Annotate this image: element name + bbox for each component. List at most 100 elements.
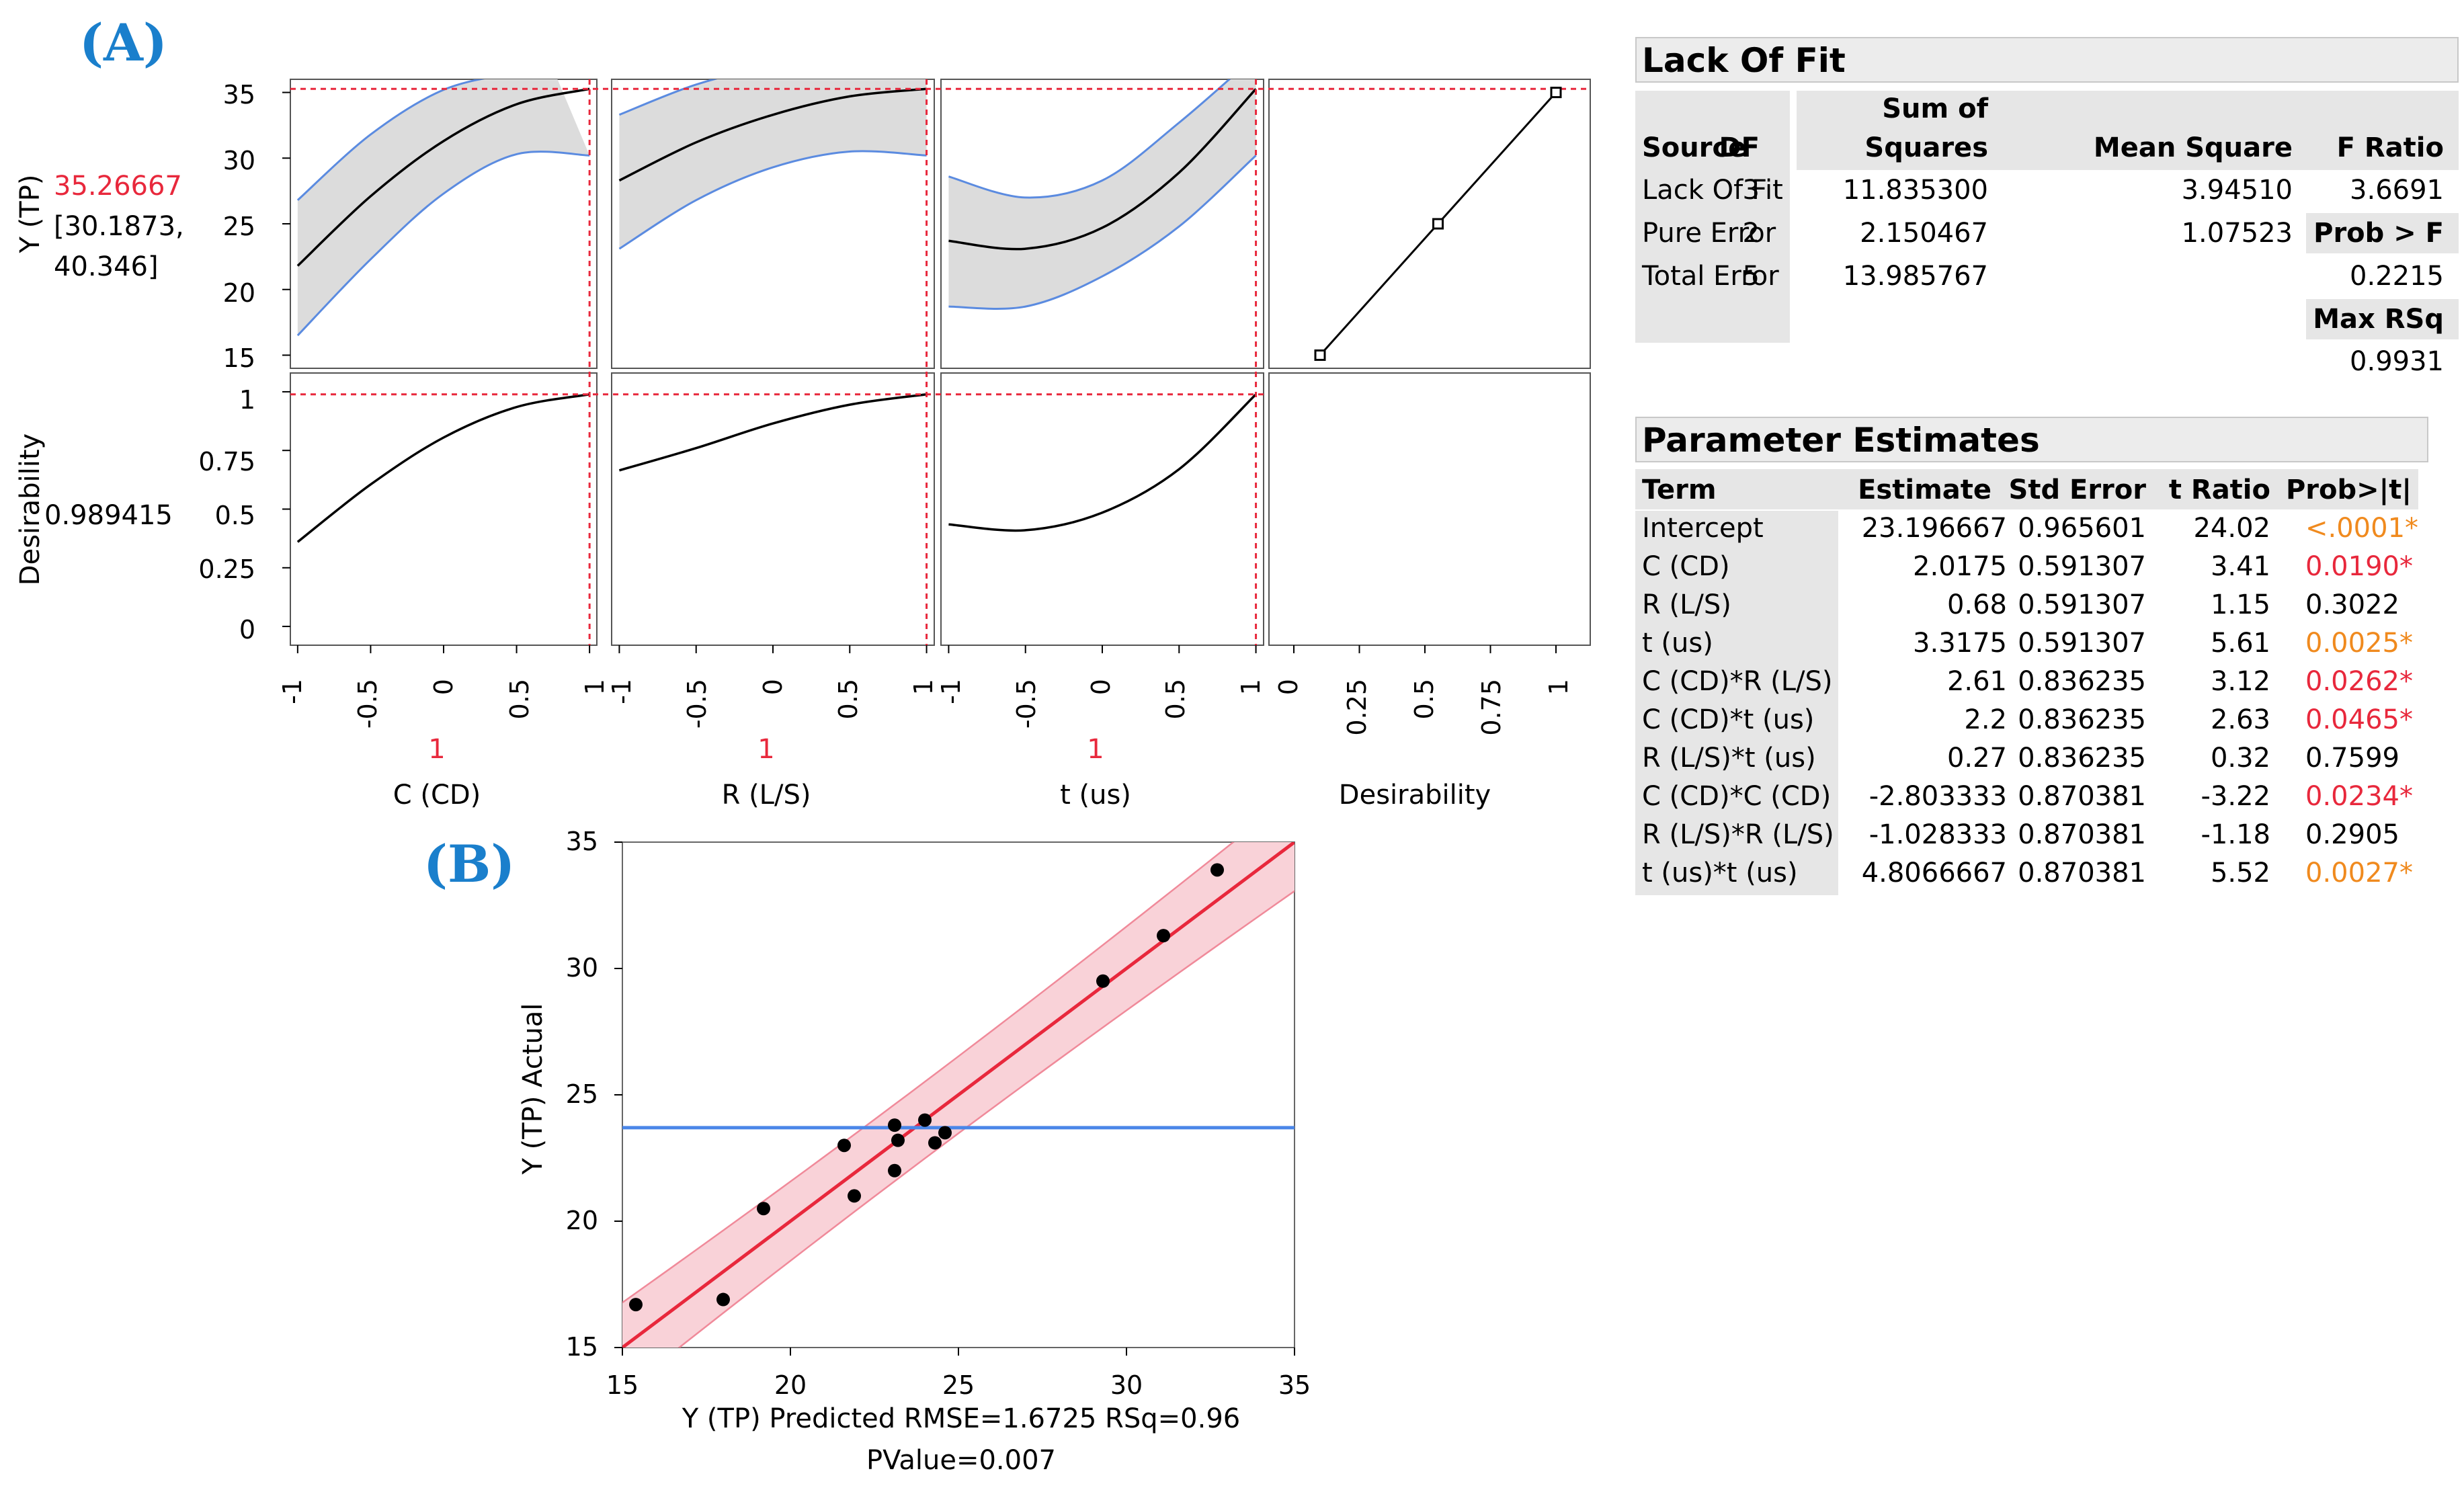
desirability-handle	[1432, 218, 1444, 230]
r-ls-current-value: 1	[757, 734, 774, 765]
pe-cell-t: 5.61	[2210, 628, 2270, 659]
pe-header-2[interactable]: Std Error	[2008, 474, 2146, 505]
header-bg	[1797, 91, 2459, 170]
pe-cell-se: 0.836235	[2018, 743, 2146, 774]
data-point	[888, 1118, 901, 1132]
pe-cell-p: <.0001*	[2305, 513, 2419, 544]
data-point	[1210, 863, 1224, 877]
scatter-xlabel-pvalue: PValue=0.007	[866, 1445, 1056, 1476]
desirability-tick-labels: 1 0.75 0.5 0.25 0	[198, 385, 255, 645]
pe-cell-estimate: 0.68	[1946, 589, 2007, 620]
pe-cell-term: C (CD)	[1642, 551, 1730, 582]
x-tick-label: -1	[607, 679, 636, 704]
c-cd-axis-label: C (CD)	[393, 780, 481, 811]
x-tick-label: -1	[278, 679, 307, 704]
desirability-curve	[296, 393, 590, 543]
data-point	[918, 1113, 932, 1127]
x-tick-label: 0	[1274, 679, 1303, 695]
pe-cell-t: 24.02	[2193, 513, 2270, 544]
profiler-plots	[282, 79, 1591, 653]
scatter-y-tick: 35	[566, 827, 598, 856]
lack-of-fit-table: Lack Of Fit Source DF Sum of Squares Mea…	[1635, 37, 2459, 386]
pe-cell-t: 3.12	[2210, 666, 2270, 697]
desirability-curve	[618, 393, 927, 472]
t-us-axis-label: t (us)	[1060, 780, 1131, 811]
pe-cell-t: 0.32	[2210, 743, 2270, 774]
lof-header-f: F Ratio	[2336, 132, 2444, 163]
parameter-estimates-title[interactable]: Parameter Estimates	[1635, 417, 2428, 462]
desirability-panel-frame	[611, 372, 935, 646]
pe-cell-estimate: 0.27	[1946, 743, 2007, 774]
desirability-panel-frame	[940, 372, 1264, 646]
d-tick-label: 0.75	[198, 447, 255, 477]
lof-row-f-ratio: 3.6691	[2350, 175, 2444, 206]
pe-header-3[interactable]: t Ratio	[2168, 474, 2270, 505]
pe-cell-term: C (CD)*t (us)	[1642, 704, 1815, 735]
y-response-ci-line2: 40.346]	[54, 251, 159, 282]
x-tick-label: 0.5	[1161, 679, 1190, 719]
x-tick-label: -0.5	[1012, 679, 1041, 729]
scatter-xlabel: Y (TP) Predicted RMSE=1.6725 RSq=0.96	[682, 1403, 1240, 1434]
lof-prob-f-label: Prob > F	[2313, 218, 2444, 249]
data-point	[1157, 929, 1170, 943]
pe-cell-p: 0.0465*	[2305, 704, 2413, 735]
data-point	[837, 1139, 851, 1153]
lof-row-df: 3	[1742, 175, 1760, 206]
scatter-y-ticks: 15 20 25 30 35	[566, 827, 598, 1362]
x-tick-label: 0	[758, 679, 788, 695]
lof-row-ss: 2.150467	[1860, 218, 1988, 249]
x-tick-label: 0.5	[505, 679, 534, 719]
y-tick-label: 25	[223, 212, 255, 241]
lack-of-fit-title[interactable]: Lack Of Fit	[1635, 37, 2459, 83]
x-tick-label: -1	[936, 679, 966, 704]
y-response-ci-line1: [30.1873,	[54, 211, 184, 242]
d-tick-label: 0	[239, 615, 255, 645]
data-point	[938, 1126, 952, 1140]
confidence-band	[297, 79, 590, 336]
pe-cell-estimate: 23.196667	[1861, 513, 2007, 544]
lof-row-ms: 3.94510	[2181, 175, 2293, 206]
confidence-band	[619, 79, 927, 249]
fit-line	[622, 842, 1295, 1348]
lof-max-rsq-label: Max RSq	[2313, 304, 2444, 335]
pe-cell-p: 0.7599	[2305, 743, 2399, 774]
scatter-x-tick: 25	[942, 1370, 975, 1400]
data-point	[629, 1298, 643, 1312]
pe-cell-term: C (CD)*R (L/S)	[1642, 666, 1833, 697]
prediction-curve	[948, 88, 1257, 251]
scatter-y-tick: 25	[566, 1079, 598, 1109]
desirability-panel-frame	[290, 372, 598, 646]
pe-cell-se: 0.870381	[2018, 819, 2146, 850]
y-tick-label: 15	[223, 343, 255, 373]
pe-header-4[interactable]: Prob>|t|	[2285, 474, 2412, 505]
scatter-x-tick: 15	[606, 1370, 639, 1400]
y-response-name: Y (TP)	[15, 175, 46, 254]
pe-cell-se: 0.836235	[2018, 704, 2146, 735]
pe-header-1[interactable]: Estimate	[1858, 474, 1991, 505]
upper-ci-curve	[296, 79, 485, 201]
pe-cell-se: 0.591307	[2018, 589, 2146, 620]
pe-cell-se: 0.870381	[2018, 781, 2146, 812]
maxrsq-header-bg	[2306, 299, 2459, 339]
upper-ci-curve	[622, 842, 1235, 1304]
desirability-name: Desirability	[15, 433, 46, 585]
x-tick-label: 0.75	[1477, 679, 1506, 736]
scatter-x-tick: 30	[1110, 1370, 1143, 1400]
pe-cell-term: t (us)	[1642, 628, 1713, 659]
upper-ci-curve	[948, 79, 1231, 199]
lower-ci-curve	[296, 151, 590, 337]
lof-header-ss1: Sum of	[1882, 93, 1988, 124]
pe-cell-estimate: -2.803333	[1868, 781, 2007, 812]
t-us-current-value: 1	[1087, 734, 1104, 765]
lof-prob-f-value: 0.2215	[2350, 261, 2444, 292]
lof-row-source: Total Error	[1642, 261, 1779, 292]
pe-header-0[interactable]: Term	[1642, 474, 1717, 505]
y-tick-label: 30	[223, 146, 255, 175]
d-tick-label: 1	[239, 385, 255, 415]
x-tick-label: 0	[429, 679, 458, 695]
x-tick-label: 0.5	[1409, 679, 1439, 719]
desirability-curve	[948, 393, 1257, 532]
pe-cell-se: 0.591307	[2018, 551, 2146, 582]
lower-ci-curve	[948, 155, 1257, 310]
